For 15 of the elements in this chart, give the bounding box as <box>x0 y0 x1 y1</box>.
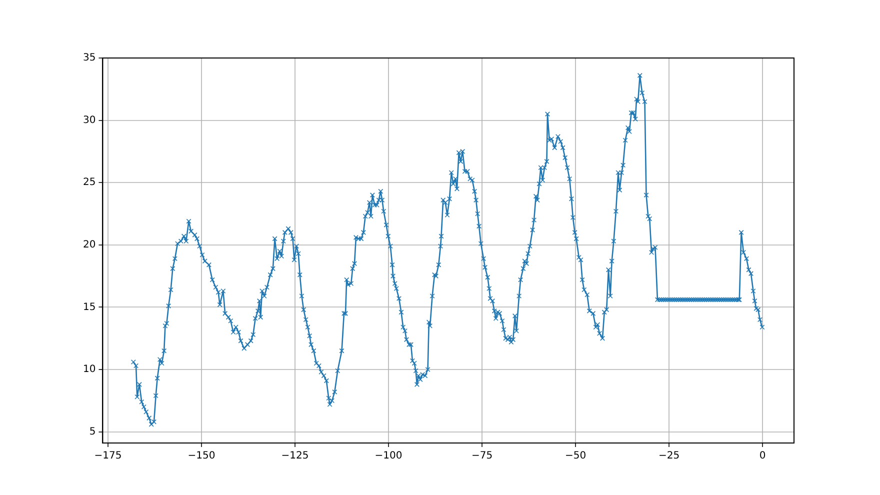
y-tick-label: 10 <box>82 364 96 376</box>
y-tick-label: 35 <box>82 52 96 64</box>
x-tick-label: 0 <box>759 450 766 462</box>
x-tick-label: −125 <box>281 450 309 462</box>
x-tick-label: −100 <box>374 450 402 462</box>
x-tick-label: −25 <box>658 450 680 462</box>
y-tick-label: 20 <box>82 239 96 250</box>
y-tick-label: 30 <box>82 114 96 126</box>
y-tick-label: 5 <box>89 426 96 438</box>
x-tick-label: −150 <box>188 450 216 462</box>
x-tick-label: −50 <box>564 450 586 462</box>
y-tick-label: 15 <box>82 302 96 313</box>
x-tick-label: −175 <box>94 450 122 462</box>
x-tick-label: −75 <box>471 450 493 462</box>
y-tick-label: 25 <box>82 177 96 188</box>
